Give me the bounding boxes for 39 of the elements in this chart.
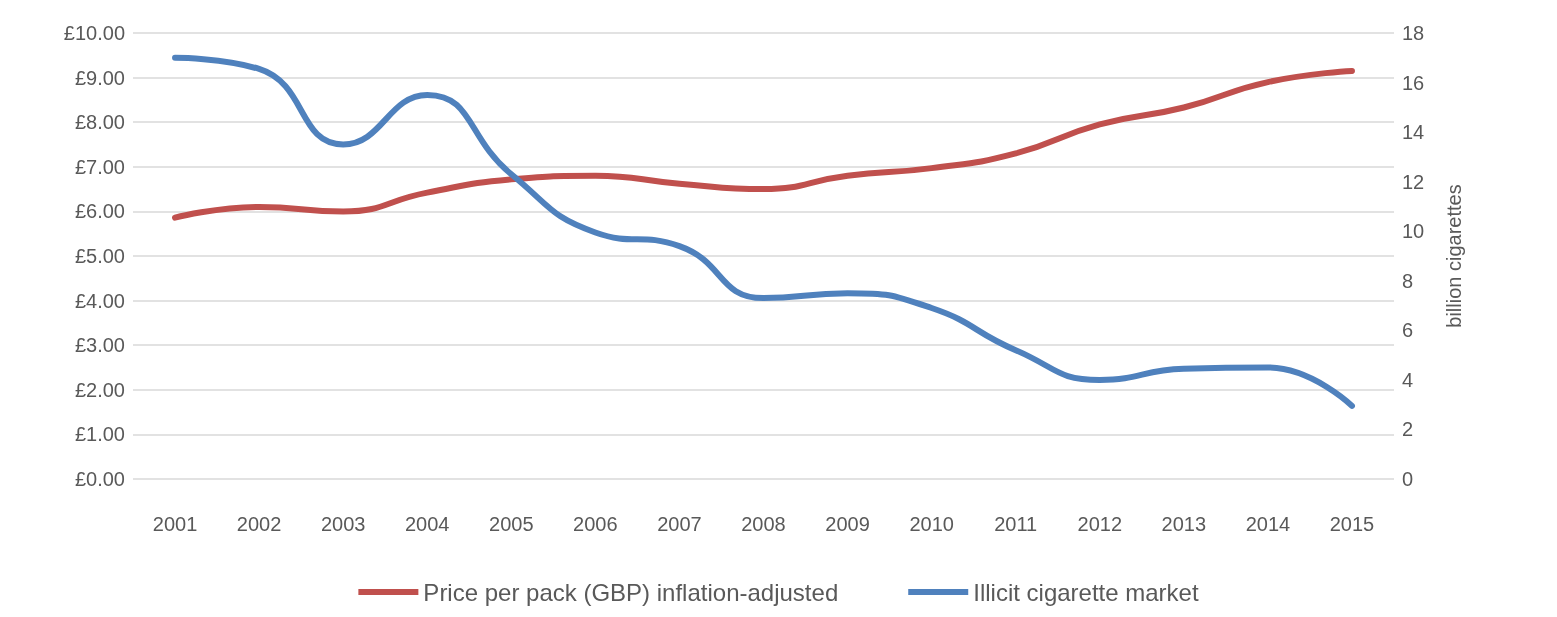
y2-tick-label: 16 [1402,71,1425,94]
y2-tick-label: 6 [1402,319,1414,342]
y2-axis-title: billion cigarettes [1443,184,1465,328]
y-tick-label: £3.00 [74,334,125,357]
x-tick-label: 2012 [1077,513,1123,535]
y2-tick-label: 18 [1402,22,1425,44]
y-tick-label: £6.00 [74,200,125,223]
y-tick-label: £10.00 [63,22,125,44]
legend-label: Illicit cigarette market [973,578,1199,606]
y2-tick-label: 12 [1402,170,1425,193]
y-tick-label: £9.00 [74,66,125,89]
y2-tick-label: 0 [1402,468,1414,490]
y2-tick-label: 8 [1402,269,1414,292]
x-tick-label: 2005 [489,513,534,535]
x-tick-label: 2013 [1161,513,1207,535]
y-tick-label: £5.00 [74,245,125,267]
x-tick-label: 2006 [573,513,618,535]
x-tick-label: 2010 [909,513,954,535]
y-tick-label: £8.00 [74,111,125,134]
x-tick-label: 2002 [236,513,282,535]
y2-tick-label: 4 [1402,368,1414,391]
y-tick-label: £7.00 [74,155,125,178]
x-tick-label: 2011 [994,513,1038,535]
y-tick-label: £4.00 [74,289,125,312]
x-tick-label: 2015 [1329,513,1375,535]
x-tick-label: 2014 [1245,513,1291,535]
x-tick-label: 2008 [741,513,786,535]
y2-tick-label: 14 [1402,121,1425,144]
x-tick-label: 2004 [404,513,450,535]
legend-label: Price per pack (GBP) inflation-adjusted [423,578,839,606]
y2-tick-label: 2 [1402,418,1414,441]
y2-tick-label: 10 [1402,220,1425,243]
x-tick-label: 2009 [825,513,870,535]
x-tick-label: 2001 [152,513,198,535]
y-tick-label: £1.00 [74,423,125,446]
x-tick-label: 2007 [657,513,702,535]
y-tick-label: £0.00 [74,468,125,490]
x-tick-label: 2003 [320,513,366,535]
y-tick-label: £2.00 [74,378,125,401]
